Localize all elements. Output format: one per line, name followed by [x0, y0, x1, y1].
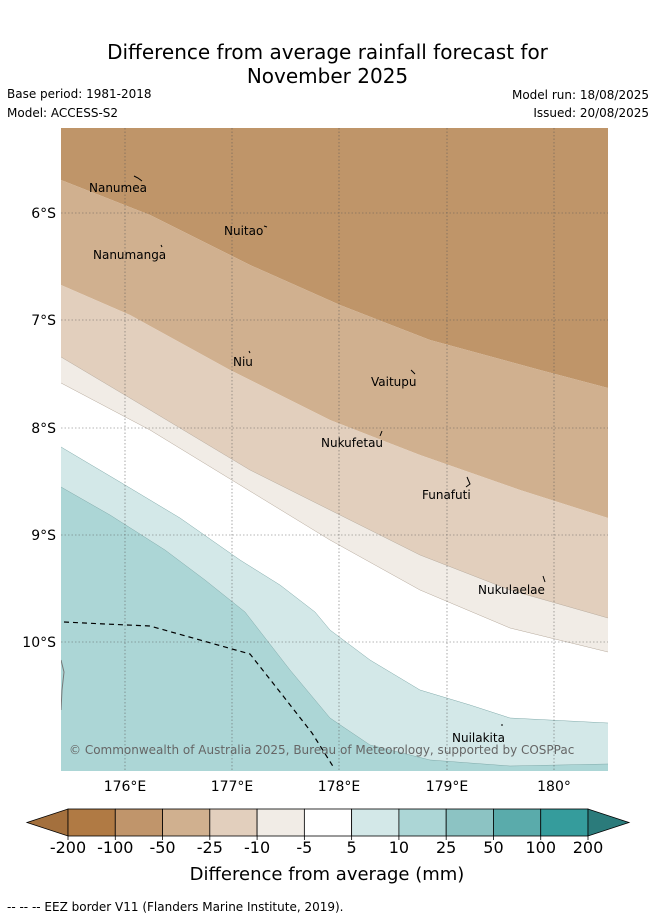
- band-minus-25-to-minus-10: [61, 357, 608, 652]
- colorbar-tick-label: -100: [97, 838, 133, 857]
- lat-label-7s: 7°S: [31, 313, 56, 329]
- lat-label-6s: 6°S: [31, 206, 56, 222]
- island-nanumanga: [160, 244, 163, 248]
- lon-label-179e: 179°E: [426, 779, 469, 795]
- colorbar-tick-label: 100: [525, 838, 556, 857]
- title-line-1: Difference from average rainfall forecas…: [107, 40, 548, 64]
- colorbar-tick-label: 5: [347, 838, 357, 857]
- colorbar-tick-label: -10: [244, 838, 270, 857]
- island-shapes: [133, 175, 546, 726]
- colorbar-segment: [114, 808, 163, 837]
- label-nukufetau: Nukufetau: [321, 436, 383, 450]
- eez-border: [63, 621, 335, 769]
- lat-label-9s: 9°S: [31, 528, 56, 544]
- colorbar-extend-high: [587, 808, 631, 837]
- label-nuitao: Nuitao: [224, 224, 263, 238]
- base-period: Base period: 1981-2018: [7, 87, 152, 101]
- colorbar-tick-label: -200: [50, 838, 86, 857]
- title-line-2: November 2025: [246, 64, 409, 88]
- rainfall-map: Nanumea Nuitao Nanumanga Niu Vaitupu Nuk…: [61, 128, 608, 771]
- colorbar-tick-label: -50: [149, 838, 175, 857]
- label-funafuti: Funafuti: [422, 488, 471, 502]
- lon-label-176e: 176°E: [104, 779, 147, 795]
- colorbar-tick-label: -25: [197, 838, 223, 857]
- issued-date: Issued: 20/08/2025: [533, 106, 649, 120]
- colorbar-segment: [351, 808, 400, 837]
- colorbar-segment: [540, 808, 589, 837]
- colorbar-segment: [445, 808, 494, 837]
- colorbar-segment: [398, 808, 447, 837]
- colorbar-segment: [162, 808, 211, 837]
- colorbar-segment: [303, 808, 353, 837]
- colorbar-tick-label: 50: [483, 838, 503, 857]
- label-nuilakita: Nuilakita: [452, 731, 505, 745]
- copyright-notice: © Commonwealth of Australia 2025, Bureau…: [69, 743, 574, 757]
- colorbar-segment: [209, 808, 258, 837]
- wet-band-boundaries: [61, 446, 608, 767]
- colorbar-ticks: -200 -100 -50 -25 -10 -5 5 10 25 50 100 200: [50, 836, 603, 857]
- label-nukulaelae: Nukulaelae: [478, 583, 545, 597]
- lon-label-177e: 177°E: [211, 779, 254, 795]
- label-nanumanga: Nanumanga: [93, 248, 166, 262]
- island-nanumea: [133, 175, 143, 182]
- colorbar-tick-label: -5: [296, 838, 312, 857]
- colorbar-segment: [256, 808, 305, 837]
- colorbar-label: Difference from average (mm): [190, 864, 465, 885]
- colorbar: [25, 808, 631, 837]
- band-boundaries: [61, 356, 608, 653]
- island-niu: [248, 350, 251, 354]
- coast-fragment: [61, 659, 65, 711]
- band-minus-100-to-minus-50: [61, 180, 608, 518]
- lat-label-8s: 8°S: [31, 421, 56, 437]
- label-nanumea: Nanumea: [89, 181, 147, 195]
- band-25-to-50: [61, 487, 608, 771]
- map-title: Difference from average rainfall forecas…: [0, 40, 655, 88]
- label-niu: Niu: [233, 355, 253, 369]
- colorbar-tick-label: 200: [573, 838, 604, 857]
- colorbar-segment: [493, 808, 542, 837]
- colorbar-tick-label: 25: [436, 838, 456, 857]
- lon-label-180: 180°: [537, 779, 571, 795]
- model-name: Model: ACCESS-S2: [7, 106, 119, 120]
- colorbar-tick-label: 10: [389, 838, 409, 857]
- island-nuitao: [263, 225, 268, 228]
- colorbar-extend-low: [25, 808, 69, 837]
- eez-footnote: -- -- -- EEZ border V11 (Flanders Marine…: [7, 900, 344, 914]
- gridlines: [61, 128, 608, 771]
- island-funafuti: [465, 476, 471, 488]
- label-vaitupu: Vaitupu: [371, 375, 417, 389]
- model-run: Model run: 18/08/2025: [511, 88, 649, 102]
- island-vaitupu: [410, 369, 416, 375]
- colorbar-segment: [67, 808, 116, 837]
- island-nukufetau: [379, 430, 383, 437]
- lon-label-178e: 178°E: [318, 779, 361, 795]
- island-nukulaelae: [542, 575, 546, 583]
- lat-label-10s: 10°S: [22, 635, 56, 651]
- band-minus-200-to-minus-100: [61, 128, 608, 388]
